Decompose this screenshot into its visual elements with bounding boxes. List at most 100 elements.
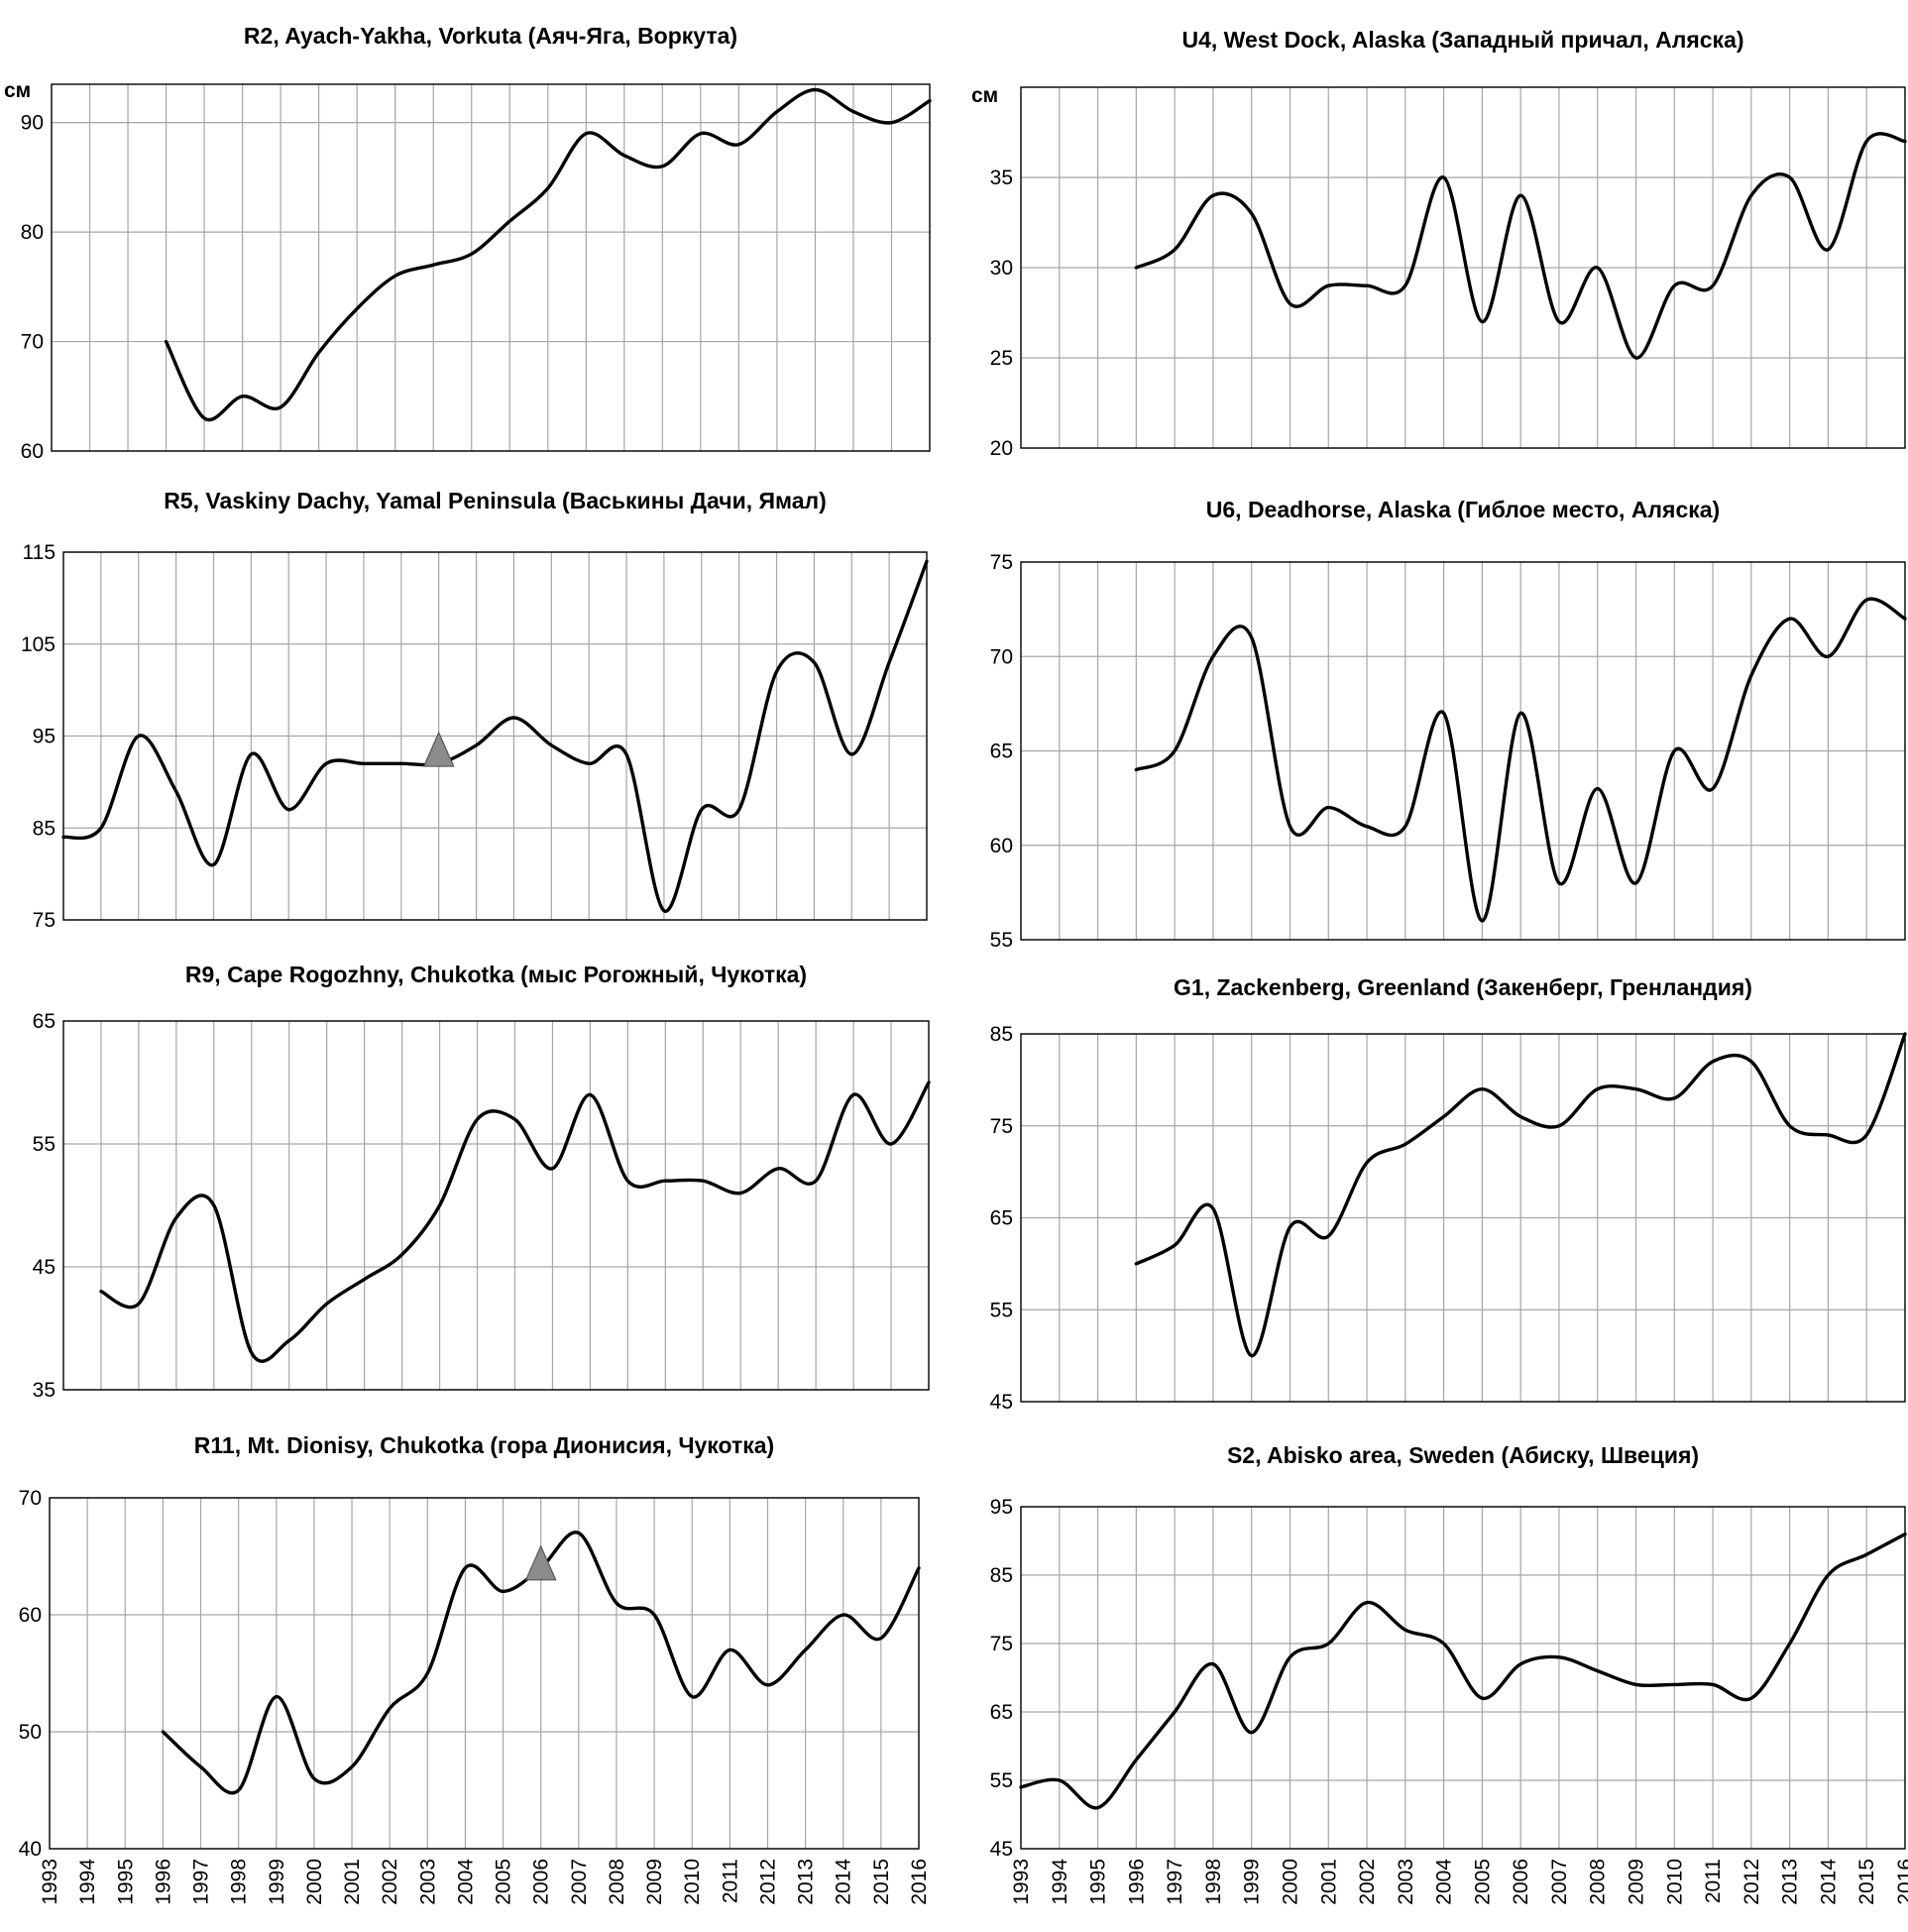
x-tick-label: 2013	[795, 1859, 818, 1905]
x-tick-label: 2008	[1587, 1859, 1610, 1905]
y-tick-label: 45	[990, 1838, 1013, 1861]
chart-u6: U6, Deadhorse, Alaska (Гиблое место, Аля…	[990, 497, 1907, 952]
chart-title: S2, Abisko area, Sweden (Абиску, Швеция)	[1227, 1442, 1699, 1468]
y-tick-label: 55	[990, 1299, 1013, 1321]
x-tick-label: 2012	[1740, 1859, 1763, 1905]
series-line	[61, 559, 929, 913]
y-tick-label: 90	[21, 112, 44, 135]
y-tick-label: 75	[990, 1633, 1013, 1655]
x-tick-label: 2007	[1548, 1859, 1571, 1905]
series-line	[1134, 597, 1907, 923]
y-tick-label: 60	[990, 835, 1013, 857]
chart-r9: R9, Cape Rogozhny, Chukotka (мыс Рогожны…	[33, 962, 931, 1402]
chart-s2: S2, Abisko area, Sweden (Абиску, Швеция)…	[990, 1442, 1907, 1861]
chart-title: U6, Deadhorse, Alaska (Гиблое место, Аля…	[1206, 497, 1720, 522]
x-tick-label: 1994	[76, 1859, 99, 1905]
chart-title: R2, Ayach-Yakha, Vorkuta (Аяч-Яга, Ворку…	[244, 23, 737, 49]
y-tick-label: 55	[990, 1769, 1013, 1792]
y-tick-label: 50	[19, 1721, 42, 1744]
plot-frame	[49, 1497, 920, 1850]
chart-title: R11, Mt. Dionisy, Chukotka (гора Диониси…	[194, 1432, 774, 1458]
y-tick-label: 75	[990, 1115, 1013, 1138]
x-tick-label: 2001	[341, 1859, 364, 1905]
x-tick-label: 1997	[1164, 1859, 1186, 1905]
y-tick-label: 60	[19, 1604, 42, 1627]
y-tick-label: 25	[990, 347, 1013, 370]
y-tick-label: 75	[33, 909, 56, 932]
y-tick-label: 105	[21, 633, 56, 656]
y-tick-label: 70	[19, 1487, 42, 1510]
x-tick-label: 2012	[757, 1859, 780, 1905]
x-tick-label: 2013	[1779, 1859, 1802, 1905]
x-tick-label: 1999	[266, 1859, 288, 1905]
y-tick-label: 65	[990, 1701, 1013, 1724]
x-tick-label: 1996	[152, 1859, 174, 1905]
x-tick-label: 2008	[606, 1859, 628, 1905]
triangle-marker	[524, 1544, 557, 1581]
y-tick-label: 85	[990, 1564, 1013, 1587]
x-tick-label: 1995	[1087, 1859, 1110, 1905]
x-tick-label: 2009	[1626, 1859, 1648, 1905]
series-line	[1134, 1032, 1907, 1358]
y-tick-label: 65	[33, 1010, 56, 1033]
x-axis-labels: 1993 1994 1995 1996 1997 1998 1999 2000 2001 2002…	[39, 1859, 931, 1905]
x-tick-label: 2015	[870, 1859, 893, 1905]
x-axis-labels: 1993 1994 1995 1996 1997 1998 1999 2000 2001 2002…	[1010, 1859, 1908, 1905]
x-tick-label: 2016	[908, 1859, 931, 1905]
y-tick-label: 45	[990, 1391, 1013, 1414]
x-tick-label: 1994	[1049, 1859, 1071, 1905]
triangle-marker	[422, 731, 455, 767]
y-tick-label: 80	[21, 221, 44, 244]
y-tick-label: 55	[990, 929, 1013, 952]
y-tick-label: 35	[33, 1379, 56, 1402]
chart-r2: R2, Ayach-Yakha, Vorkuta (Аяч-Яга, Ворку…	[4, 23, 932, 463]
chart-u4: U4, West Dock, Alaska (Западный причал, …	[971, 27, 1907, 460]
x-tick-label: 2004	[454, 1859, 477, 1905]
y-unit-label: см	[4, 79, 31, 102]
chart-title: U4, West Dock, Alaska (Западный причал, …	[1181, 27, 1743, 53]
x-tick-label: 2000	[303, 1859, 326, 1905]
chart-title: R9, Cape Rogozhny, Chukotka (мыс Рогожны…	[185, 962, 807, 987]
y-tick-label: 65	[990, 1207, 1013, 1230]
plot-frame	[62, 1020, 930, 1391]
series-line	[99, 1080, 931, 1363]
y-tick-label: 40	[19, 1838, 42, 1861]
x-tick-label: 1995	[114, 1859, 137, 1905]
y-tick-label: 115	[23, 541, 56, 564]
plot-frame	[1020, 561, 1906, 941]
chart-r5: R5, Vaskiny Dachy, Yamal Peninsula (Вась…	[21, 488, 929, 932]
x-tick-label: 2003	[416, 1859, 439, 1905]
x-tick-label: 2010	[681, 1859, 704, 1905]
x-tick-label: 2011	[719, 1859, 741, 1903]
x-tick-label: 2004	[1433, 1859, 1456, 1905]
y-tick-label: 85	[33, 817, 56, 840]
y-tick-label: 70	[21, 331, 44, 354]
x-tick-label: 2005	[1471, 1859, 1494, 1905]
x-tick-label: 2002	[379, 1859, 401, 1905]
x-tick-label: 2006	[530, 1859, 553, 1905]
y-tick-label: 70	[990, 645, 1013, 668]
x-tick-label: 2003	[1395, 1859, 1417, 1905]
x-tick-label: 2016	[1894, 1859, 1908, 1905]
x-tick-label: 1997	[190, 1859, 213, 1905]
y-tick-label: 65	[990, 740, 1013, 763]
x-tick-label: 1993	[1010, 1859, 1033, 1905]
x-tick-label: 2002	[1356, 1859, 1379, 1905]
plot-frame	[1020, 1506, 1906, 1850]
plot-frame	[62, 551, 928, 921]
y-tick-label: 75	[990, 551, 1013, 574]
x-tick-label: 2005	[493, 1859, 515, 1905]
y-tick-label: 95	[990, 1496, 1013, 1519]
y-tick-label: 35	[990, 167, 1013, 189]
y-tick-label: 95	[33, 726, 56, 748]
x-tick-label: 1999	[1241, 1859, 1264, 1905]
chart-r11: R11, Mt. Dionisy, Chukotka (гора Диониси…	[19, 1432, 921, 1861]
y-tick-label: 60	[21, 440, 44, 463]
series-line	[164, 87, 932, 422]
chart-g1: G1, Zackenberg, Greenland (Закенберг, Гр…	[990, 974, 1907, 1414]
x-tick-label: 2014	[833, 1859, 855, 1905]
x-tick-label: 1998	[228, 1859, 251, 1905]
x-tick-label: 2011	[1702, 1859, 1725, 1903]
chart-title: R5, Vaskiny Dachy, Yamal Peninsula (Вась…	[164, 488, 827, 513]
